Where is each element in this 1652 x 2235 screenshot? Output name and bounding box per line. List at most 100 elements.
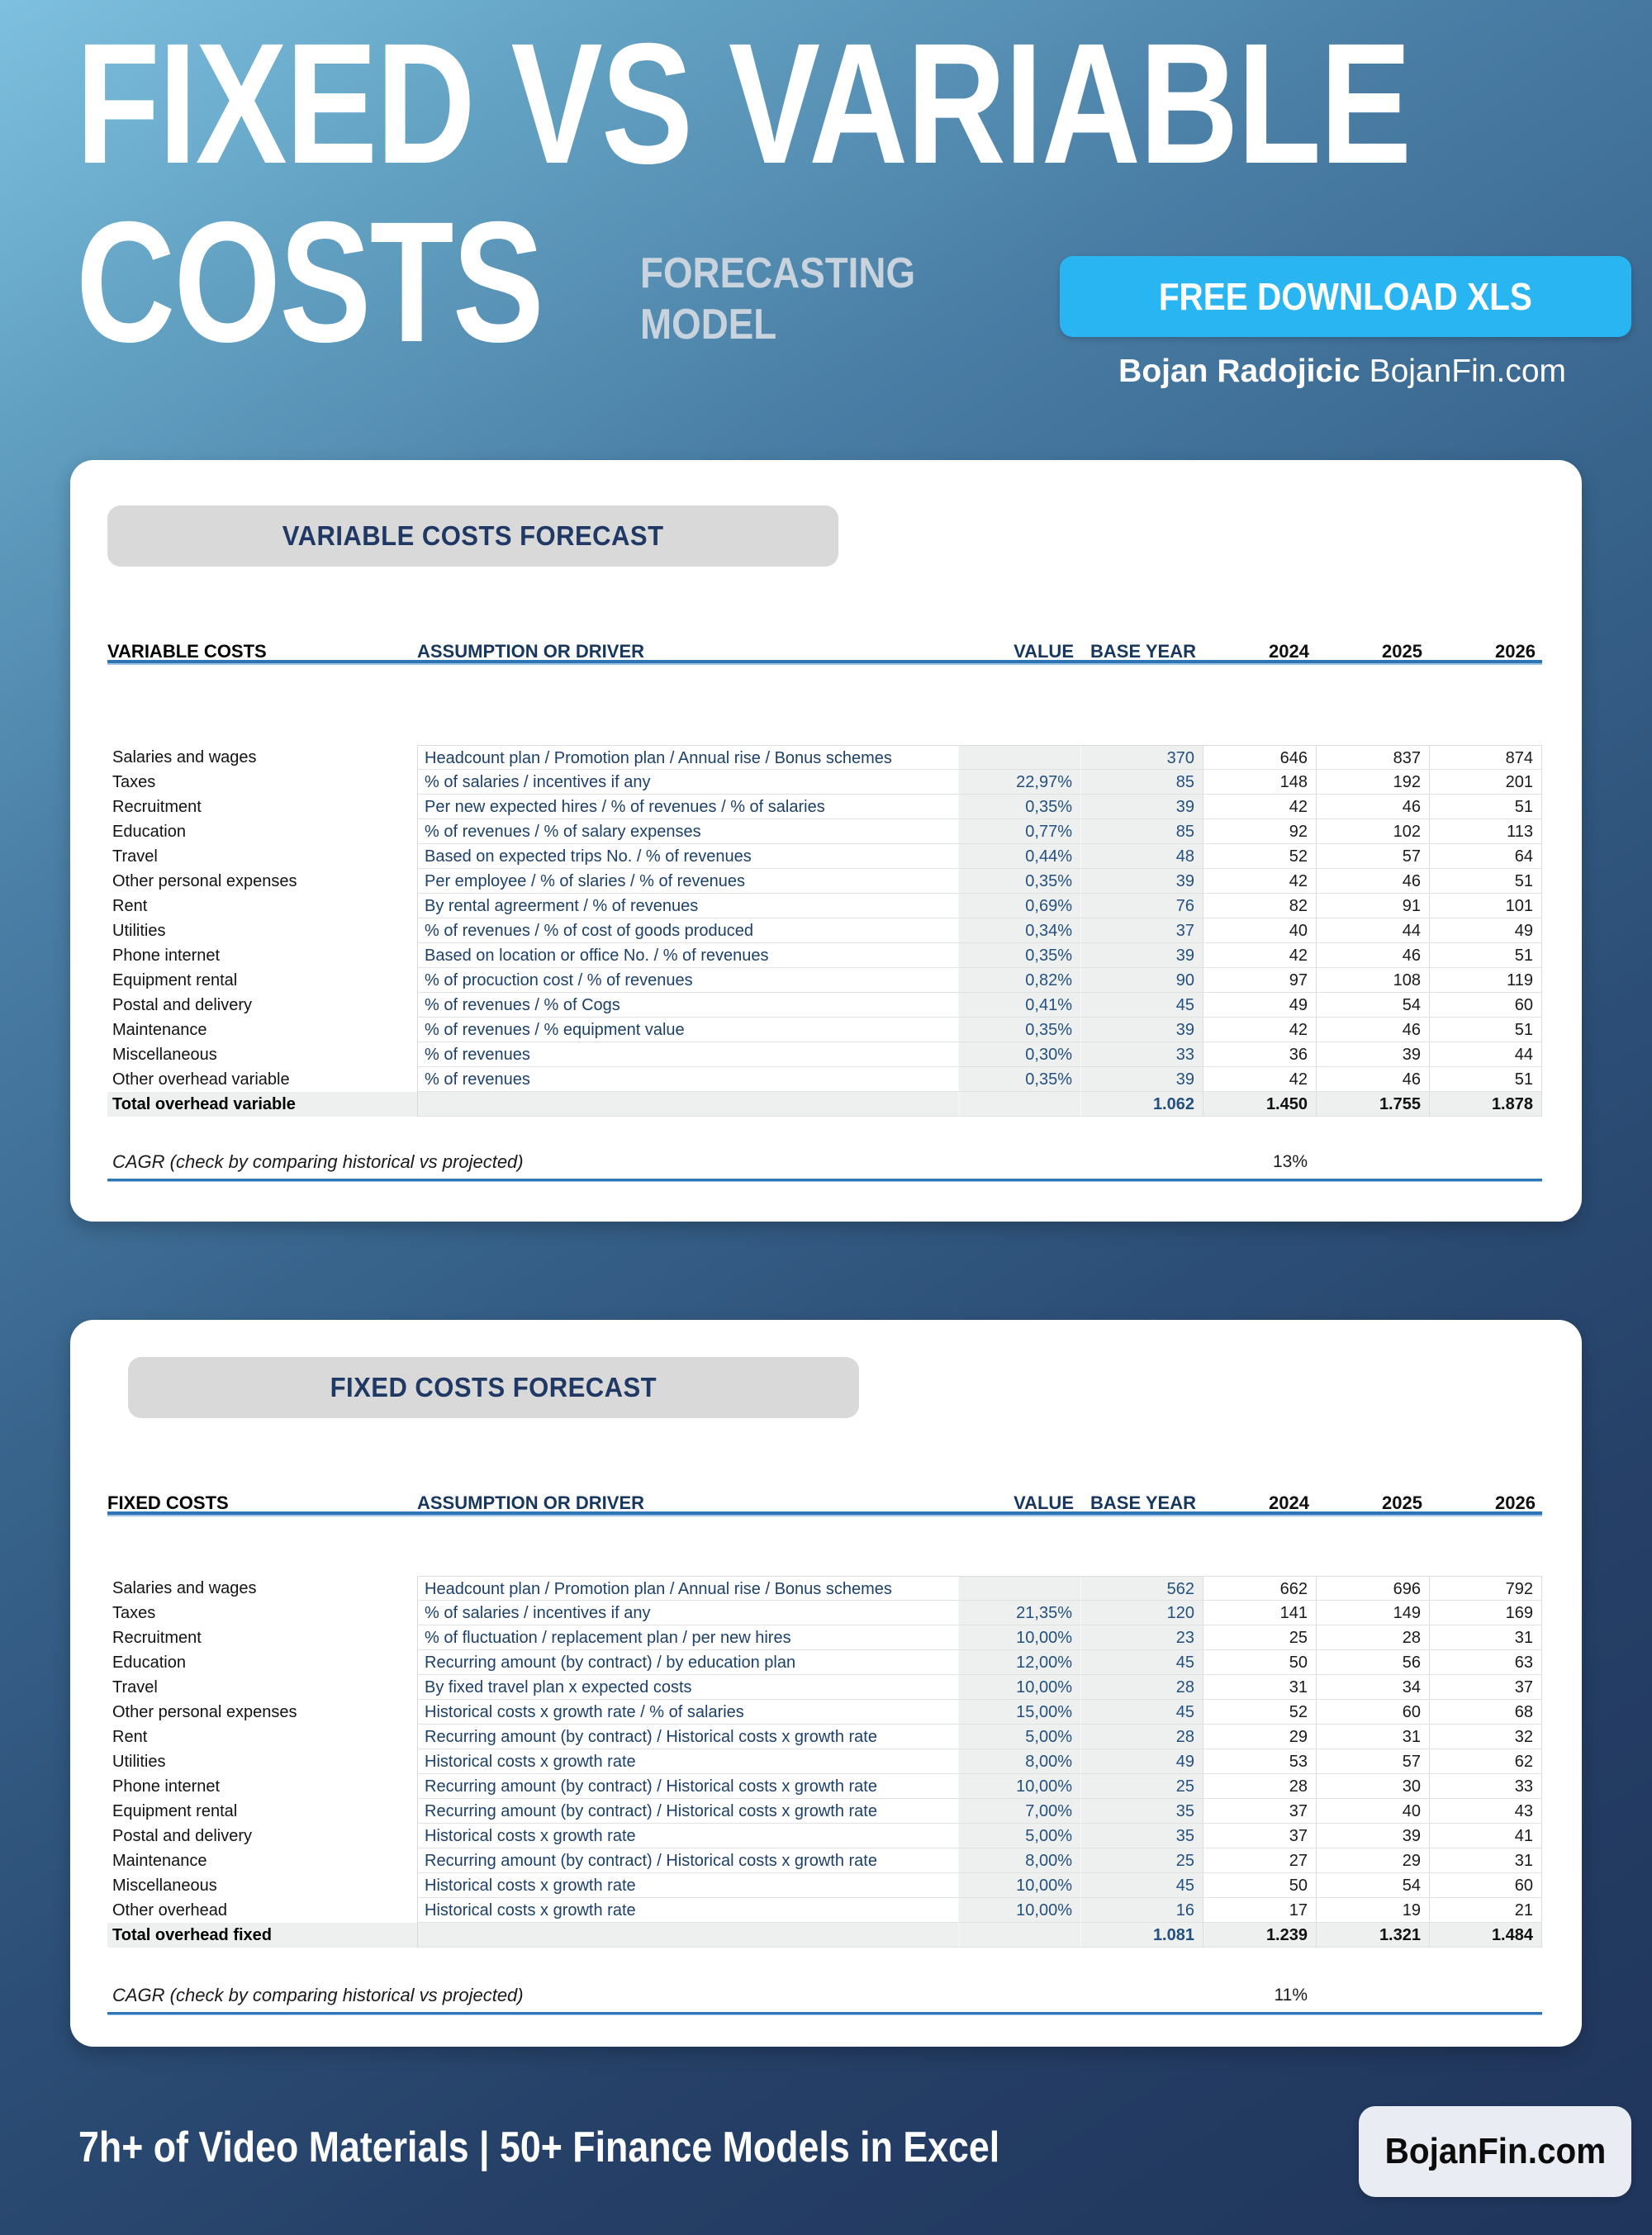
variable-cagr-row: CAGR (check by comparing historical vs p… <box>107 1147 1542 1177</box>
brand-button[interactable]: BojanFin.com <box>1359 2106 1631 2197</box>
table-row: Postal and delivery Historical costs x gr… <box>107 1824 1542 1848</box>
footer-text: 7h+ of Video Materials | 50+ Finance Mod… <box>78 2123 1000 2171</box>
fixed-cagr-row: CAGR (check by comparing historical vs p… <box>107 1981 1542 2010</box>
base-year-cell: 39 <box>1080 795 1203 819</box>
table-row: Recruitment Per new expected hires / % of… <box>107 795 1542 819</box>
value-cell: 10,00% <box>958 1873 1080 1898</box>
year-2026-cell: 62 <box>1429 1749 1542 1774</box>
cagr-rule <box>107 2012 1542 2015</box>
base-year-cell: 39 <box>1080 1067 1203 1092</box>
assumption-cell: Based on location or office No. / % of r… <box>417 943 958 968</box>
year-2025-cell: 40 <box>1316 1799 1429 1824</box>
row-label-cell: Other overhead <box>112 1901 227 1919</box>
author-name: Bojan Radojicic <box>1118 354 1360 389</box>
assumption-cell: Recurring amount (by contract) / Histori… <box>417 1725 958 1749</box>
row-label-cell: Postal and delivery <box>112 996 252 1014</box>
year-2025-cell: 28 <box>1316 1625 1429 1650</box>
base-year-cell: 25 <box>1080 1848 1203 1873</box>
cagr-label: CAGR (check by comparing historical vs p… <box>112 1985 524 2005</box>
base-year-cell: 23 <box>1080 1625 1203 1650</box>
year-2024-cell: 49 <box>1203 993 1316 1018</box>
year-2024-cell: 42 <box>1203 795 1316 819</box>
row-label-cell: Utilities <box>112 1753 166 1771</box>
base-year-cell: 1.062 <box>1080 1092 1203 1117</box>
fixed-table-body: Salaries and wages Headcount plan / Promo… <box>107 1576 1542 1948</box>
year-2024-cell: 662 <box>1203 1576 1316 1601</box>
table-row: Equipment rental % of procuction cost / %… <box>107 968 1542 993</box>
year-2026-cell: 64 <box>1429 844 1542 869</box>
table-row: Travel By fixed travel plan x expected co… <box>107 1675 1542 1700</box>
year-2026-cell: 113 <box>1429 819 1542 844</box>
base-year-cell: 33 <box>1080 1042 1203 1067</box>
year-2026-cell: 792 <box>1429 1576 1542 1601</box>
row-label-cell: Postal and delivery <box>112 1827 252 1845</box>
year-2024-cell: 42 <box>1203 869 1316 894</box>
base-year-cell: 1.081 <box>1080 1923 1203 1948</box>
year-2024-cell: 27 <box>1203 1848 1316 1873</box>
value-cell: 12,00% <box>958 1650 1080 1675</box>
year-2024-cell: 148 <box>1203 770 1316 795</box>
assumption-cell: By rental agreerment / % of revenues <box>417 894 958 918</box>
base-year-cell: 45 <box>1080 1873 1203 1898</box>
col-header-2024: 2024 <box>1269 1492 1309 1511</box>
row-label-cell: Rent <box>112 1728 148 1746</box>
value-cell: 8,00% <box>958 1749 1080 1774</box>
row-label-cell: Maintenance <box>112 1021 207 1039</box>
year-2024-cell: 36 <box>1203 1042 1316 1067</box>
row-label-cell: Travel <box>112 847 158 866</box>
assumption-cell <box>417 1092 958 1117</box>
base-year-cell: 39 <box>1080 1018 1203 1042</box>
col-header-2026: 2026 <box>1495 1492 1536 1511</box>
assumption-cell: % of revenues <box>417 1067 958 1092</box>
year-2026-cell: 51 <box>1429 795 1542 819</box>
year-2026-cell: 33 <box>1429 1774 1542 1799</box>
page-title: FIXED VS VARIABLE COSTS <box>76 15 1652 372</box>
value-cell <box>958 1092 1080 1117</box>
base-year-cell: 35 <box>1080 1824 1203 1848</box>
row-label-cell: Other personal expenses <box>112 1703 297 1721</box>
year-2025-cell: 54 <box>1316 993 1429 1018</box>
year-2024-cell: 37 <box>1203 1824 1316 1848</box>
assumption-cell: % of salaries / incentives if any <box>417 1601 958 1625</box>
header-rule <box>107 660 1542 665</box>
brand-button-label: BojanFin.com <box>1384 2131 1606 2171</box>
col-header-base-year: BASE YEAR <box>1090 641 1196 660</box>
fixed-costs-section-header: FIXED COSTS FORECAST <box>128 1357 859 1418</box>
value-cell: 0,82% <box>958 968 1080 993</box>
base-year-cell: 76 <box>1080 894 1203 918</box>
free-download-button[interactable]: FREE DOWNLOAD XLS <box>1060 256 1631 337</box>
assumption-cell: Per employee / % of slaries / % of reven… <box>417 869 958 894</box>
year-2025-cell: 149 <box>1316 1601 1429 1625</box>
year-2025-cell: 46 <box>1316 1018 1429 1042</box>
base-year-cell: 28 <box>1080 1725 1203 1749</box>
title-line-2: COSTS <box>76 187 544 378</box>
value-cell: 15,00% <box>958 1700 1080 1725</box>
year-2024-cell: 50 <box>1203 1873 1316 1898</box>
year-2025-cell: 34 <box>1316 1675 1429 1700</box>
row-label-cell: Taxes <box>112 1604 156 1622</box>
year-2024-cell: 1.450 <box>1203 1092 1316 1117</box>
base-year-cell: 45 <box>1080 1700 1203 1725</box>
base-year-cell: 120 <box>1080 1601 1203 1625</box>
row-label-cell: Other overhead variable <box>112 1070 290 1089</box>
cagr-rule <box>107 1179 1542 1182</box>
value-cell: 8,00% <box>958 1848 1080 1873</box>
col-header-assumption: ASSUMPTION OR DRIVER <box>417 1492 645 1511</box>
table-row: Recruitment % of fluctuation / replacemen… <box>107 1625 1542 1650</box>
assumption-cell: % of revenues / % of salary expenses <box>417 819 958 844</box>
base-year-cell: 85 <box>1080 770 1203 795</box>
col-header-base-year: BASE YEAR <box>1090 1492 1196 1511</box>
table-row: Utilities % of revenues / % of cost of go… <box>107 918 1542 943</box>
assumption-cell: Headcount plan / Promotion plan / Annual… <box>417 1576 958 1601</box>
assumption-cell: Historical costs x growth rate / % of sa… <box>417 1700 958 1725</box>
year-2025-cell: 46 <box>1316 943 1429 968</box>
table-row: Utilities Historical costs x growth rate 8… <box>107 1749 1542 1774</box>
value-cell: 10,00% <box>958 1625 1080 1650</box>
table-row: Postal and delivery % of revenues / % of … <box>107 993 1542 1018</box>
year-2025-cell: 56 <box>1316 1650 1429 1675</box>
year-2025-cell: 1.755 <box>1316 1092 1429 1117</box>
col-header-2026: 2026 <box>1495 641 1536 660</box>
subtitle: FORECASTING MODEL <box>640 248 915 350</box>
year-2024-cell: 29 <box>1203 1725 1316 1749</box>
